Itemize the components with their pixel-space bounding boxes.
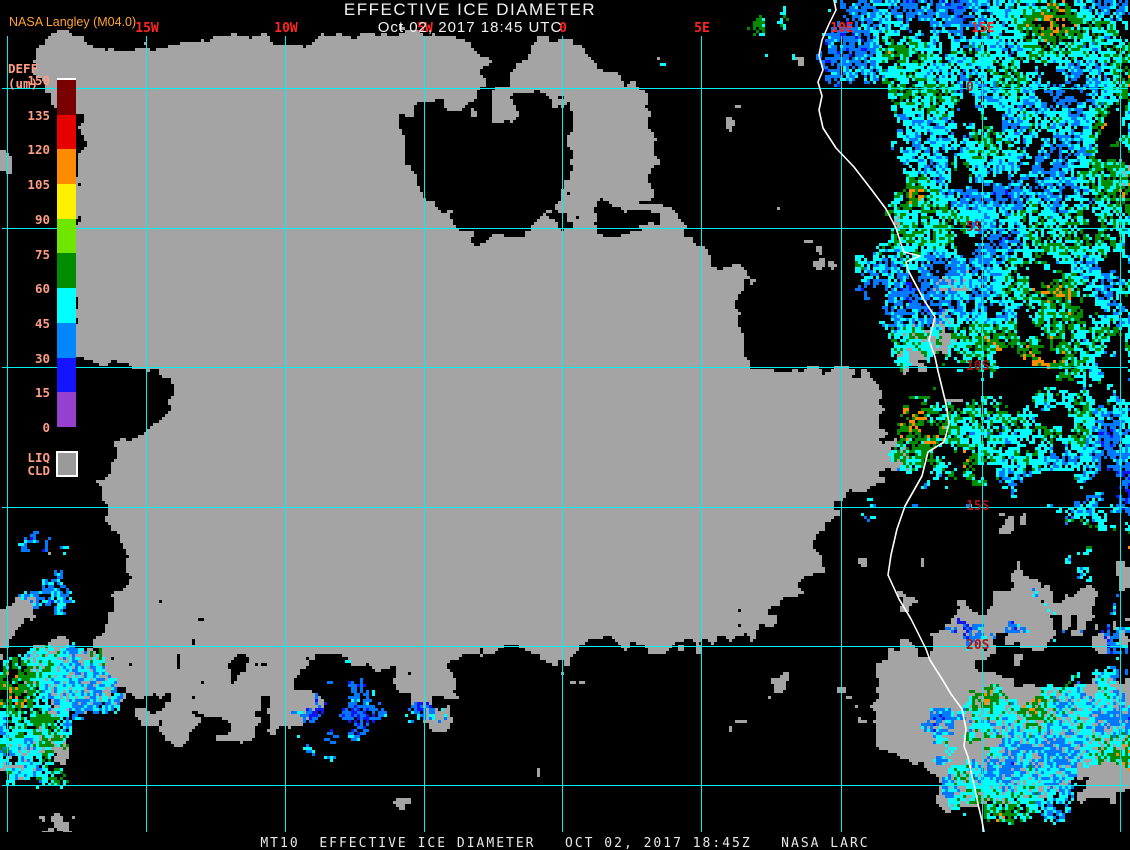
status-bar-text: MT10 EFFECTIVE ICE DIAMETER OCT 02, 2017… bbox=[260, 836, 870, 850]
colorbar-segment bbox=[57, 218, 76, 254]
legend-value-135: 135 bbox=[27, 107, 50, 123]
nasa-langley-credit: NASA Langley (M04.0) bbox=[9, 15, 137, 29]
legend-value-105: 105 bbox=[27, 177, 50, 193]
legend-value-150: 150 bbox=[27, 73, 50, 88]
colorbar-segment bbox=[57, 288, 76, 323]
liquid-cloud-label-line1: LIQ bbox=[27, 450, 50, 465]
lon-label-15E: 15E bbox=[971, 21, 995, 36]
colorbar bbox=[57, 78, 76, 427]
lon-label-0: 0 bbox=[559, 21, 567, 36]
colorbar-segment bbox=[57, 80, 76, 115]
colorbar-segment bbox=[57, 357, 76, 393]
colorbar-segment bbox=[57, 114, 76, 150]
liquid-cloud-label-line2: CLD bbox=[27, 463, 50, 478]
legend-value-75: 75 bbox=[34, 246, 50, 262]
colorbar-segment bbox=[57, 253, 76, 289]
lon-label-15W: 15W bbox=[135, 21, 159, 36]
legend-value-120: 120 bbox=[27, 142, 50, 158]
colorbar-segment bbox=[57, 392, 76, 427]
lat-label-10S: 10S bbox=[966, 359, 990, 374]
colorbar-segment bbox=[57, 184, 76, 219]
colorbar-segment bbox=[57, 322, 76, 358]
lat-label-0: 0 bbox=[966, 80, 974, 95]
liquid-cloud-swatch bbox=[56, 451, 78, 477]
legend-value-60: 60 bbox=[34, 281, 50, 297]
lon-label-10E: 10E bbox=[830, 21, 854, 36]
lon-label-5E: 5E bbox=[694, 21, 710, 36]
colorbar-segment bbox=[57, 149, 76, 185]
lat-label-15S: 15S bbox=[966, 499, 990, 514]
legend-value-30: 30 bbox=[34, 350, 50, 366]
legend-heading: DEFF (um) bbox=[8, 61, 39, 91]
lon-label-5W: 5W bbox=[417, 21, 433, 36]
lat-label-5S: 5S bbox=[966, 220, 982, 235]
legend-value-0: 0 bbox=[42, 420, 50, 435]
status-bar: MT10 EFFECTIVE ICE DIAMETER OCT 02, 2017… bbox=[0, 832, 1130, 850]
legend-value-90: 90 bbox=[34, 211, 50, 227]
legend-value-15: 15 bbox=[34, 385, 50, 401]
legend-value-45: 45 bbox=[34, 315, 50, 331]
lon-label-10W: 10W bbox=[274, 21, 298, 36]
lat-label-20S: 20S bbox=[966, 638, 990, 653]
